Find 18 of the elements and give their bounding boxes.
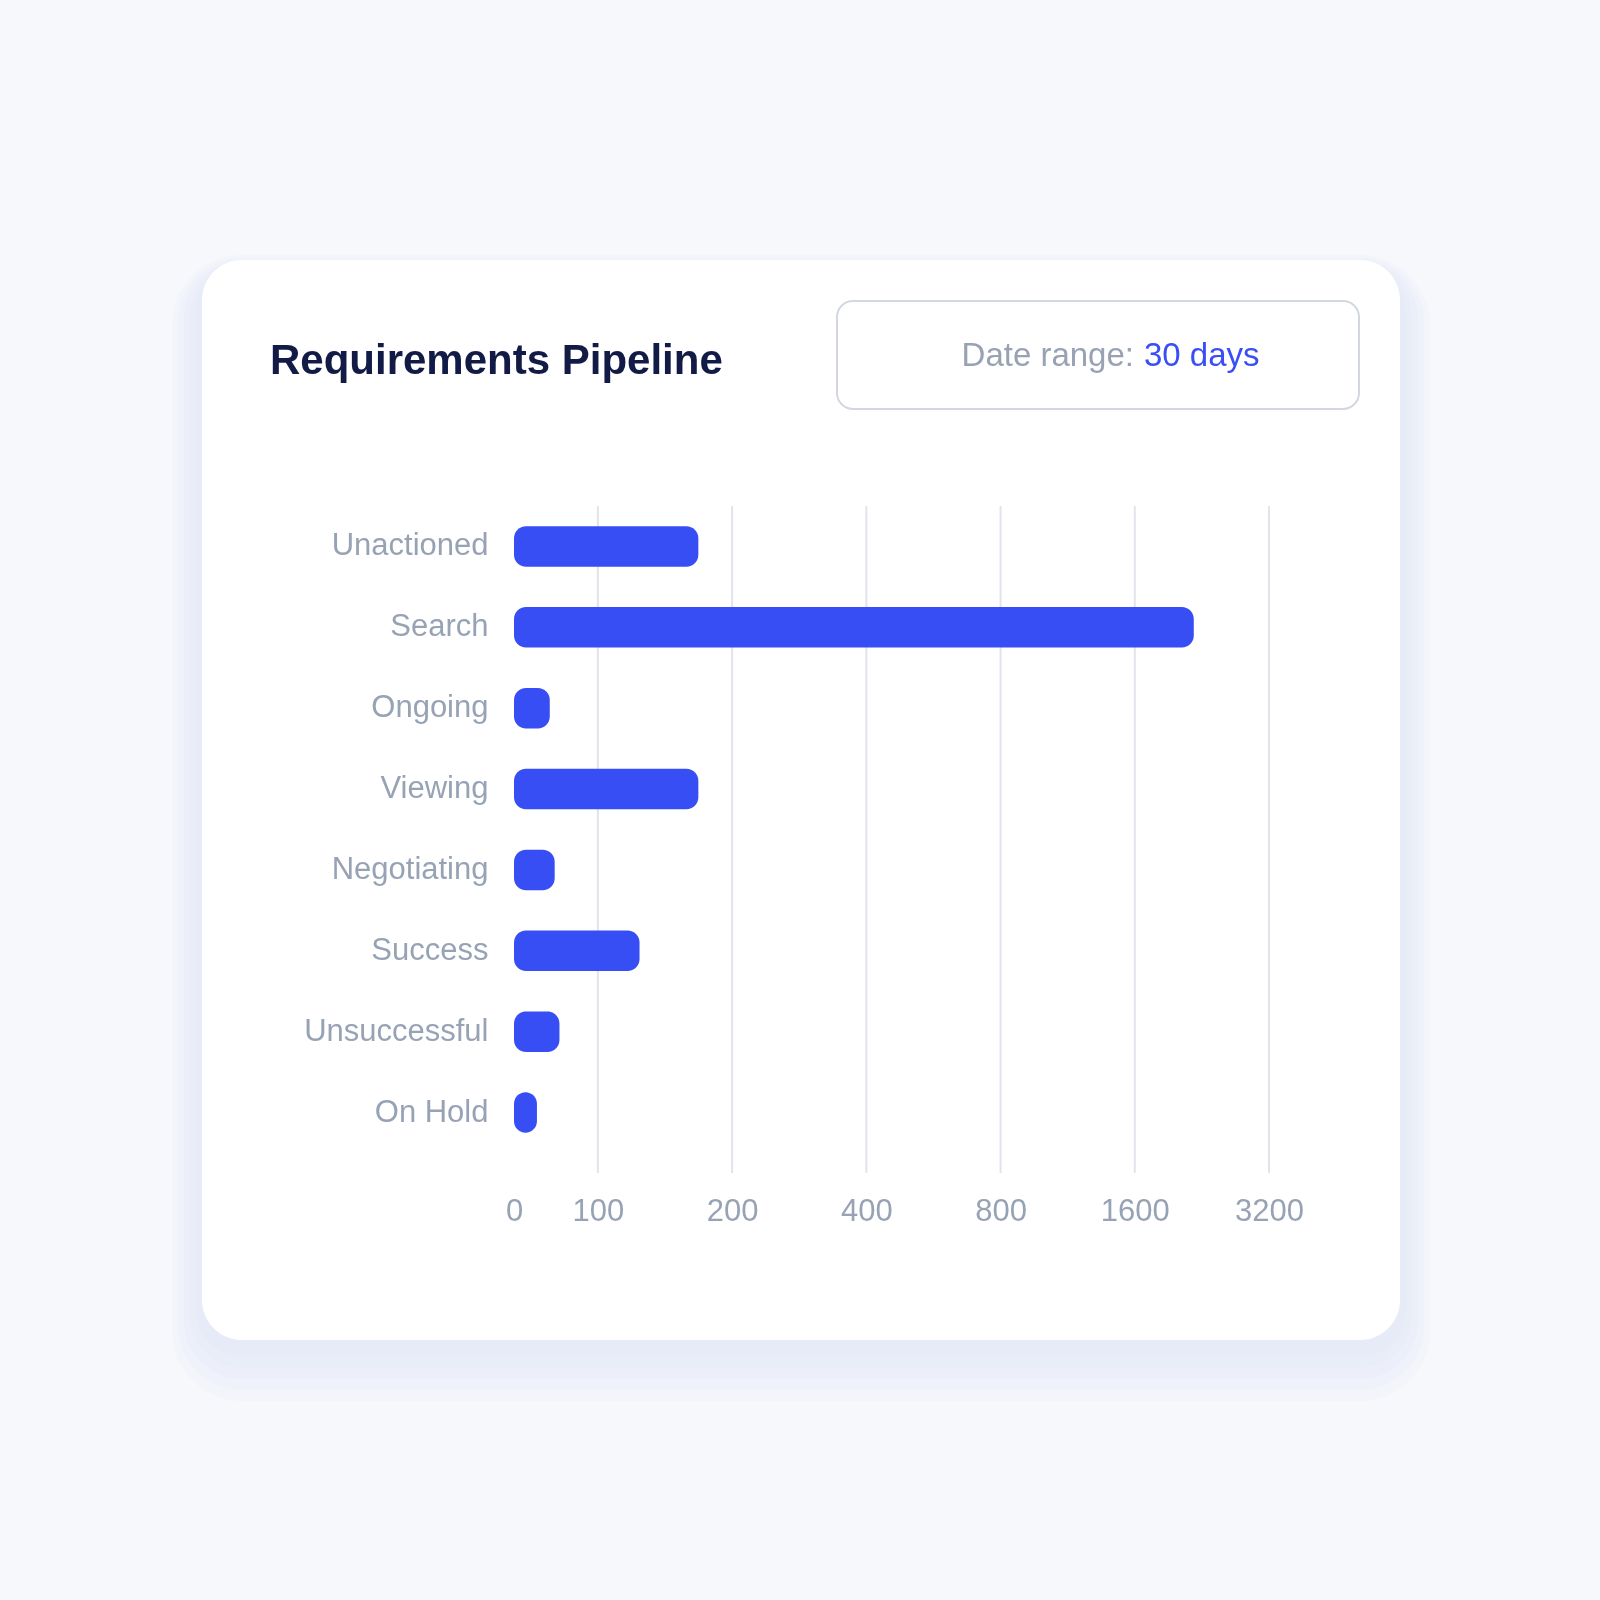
x-tick-label: 1600 [1100, 1192, 1170, 1228]
y-tick-label: Unactioned [331, 527, 489, 563]
x-tick-label: 3200 [1235, 1192, 1304, 1228]
x-tick-label: 0 [505, 1192, 524, 1228]
y-tick-label: Ongoing [371, 689, 489, 725]
text: 30 days [1144, 336, 1260, 373]
y-tick-label: Search [390, 608, 489, 644]
y-tick-label: Unsuccessful [304, 1012, 489, 1048]
x-tick-label: 800 [975, 1192, 1027, 1228]
y-tick-label: Success [371, 931, 489, 967]
x-tick-label: 200 [706, 1192, 759, 1228]
y-tick-label: Viewing [380, 770, 489, 806]
text: Date range: [961, 336, 1134, 373]
y-tick-label: Negotiating [331, 850, 489, 886]
x-tick-label: 100 [572, 1192, 625, 1228]
x-tick-label: 400 [840, 1192, 893, 1228]
y-tick-label: On Hold [374, 1093, 489, 1129]
chart-title: Requirements Pipeline [270, 336, 723, 383]
